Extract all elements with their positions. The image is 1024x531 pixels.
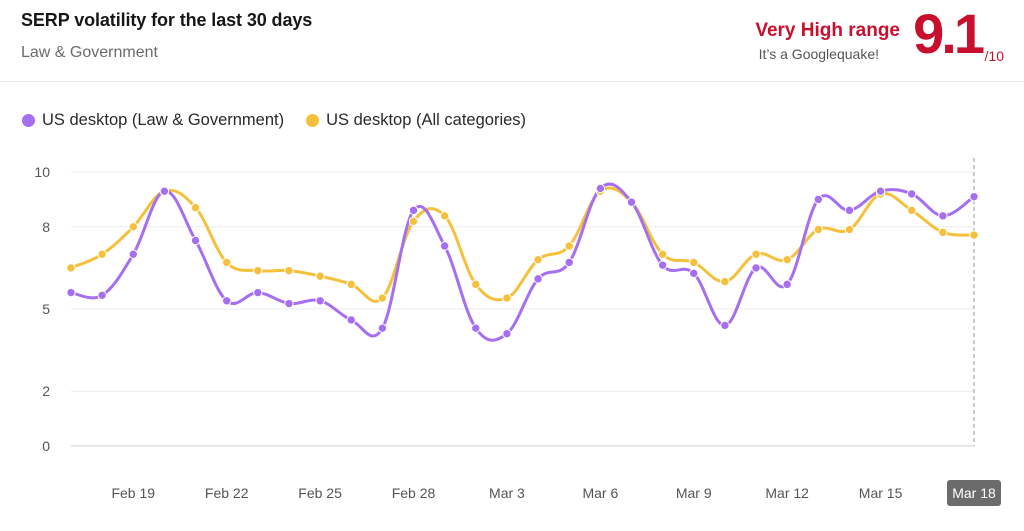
data-point-all-categories[interactable] bbox=[502, 293, 512, 303]
data-point-all-categories[interactable] bbox=[533, 254, 543, 265]
data-point-law-government[interactable] bbox=[564, 257, 574, 268]
data-point-law-government[interactable] bbox=[875, 186, 886, 196]
y-tick-label: 5 bbox=[42, 301, 50, 317]
data-point-law-government[interactable] bbox=[813, 194, 824, 205]
data-point-law-government[interactable] bbox=[315, 296, 325, 306]
data-point-law-government[interactable] bbox=[190, 235, 201, 246]
x-tick-label: Mar 9 bbox=[676, 485, 712, 501]
x-tick-label: Feb 25 bbox=[298, 485, 342, 501]
legend-swatch-law bbox=[22, 114, 35, 127]
volatility-score-max: /10 bbox=[984, 48, 1004, 64]
category-subtitle: Law & Government bbox=[21, 44, 158, 61]
data-point-law-government[interactable] bbox=[502, 328, 512, 339]
data-point-all-categories[interactable] bbox=[190, 202, 201, 213]
legend-item-law[interactable]: US desktop (Law & Government) bbox=[22, 111, 284, 130]
data-point-all-categories[interactable] bbox=[564, 241, 574, 251]
data-point-law-government[interactable] bbox=[408, 205, 419, 216]
data-point-law-government[interactable] bbox=[657, 260, 668, 270]
legend-label-all: US desktop (All categories) bbox=[326, 111, 527, 129]
x-tick-label: Mar 12 bbox=[765, 485, 809, 501]
data-point-all-categories[interactable] bbox=[907, 205, 917, 216]
data-point-law-government[interactable] bbox=[844, 205, 855, 216]
data-point-all-categories[interactable] bbox=[657, 249, 668, 259]
y-tick-label: 8 bbox=[42, 219, 50, 235]
data-point-all-categories[interactable] bbox=[782, 254, 792, 265]
data-point-law-government[interactable] bbox=[938, 211, 948, 221]
x-tick-label: Mar 15 bbox=[859, 485, 903, 501]
data-point-law-government[interactable] bbox=[471, 323, 481, 333]
data-point-all-categories[interactable] bbox=[408, 216, 419, 227]
series-points[interactable] bbox=[66, 183, 979, 339]
legend-label-law: US desktop (Law & Government) bbox=[42, 111, 285, 129]
data-point-all-categories[interactable] bbox=[315, 271, 325, 281]
data-point-all-categories[interactable] bbox=[284, 265, 294, 276]
data-point-all-categories[interactable] bbox=[844, 224, 855, 235]
series-line-law-government bbox=[69, 182, 976, 342]
volatility-score: 9.1 bbox=[913, 2, 985, 65]
data-point-all-categories[interactable] bbox=[439, 211, 450, 221]
data-point-all-categories[interactable] bbox=[221, 257, 232, 268]
x-tick-label: Mar 6 bbox=[582, 485, 618, 501]
y-tick-label: 10 bbox=[34, 164, 50, 180]
data-point-law-government[interactable] bbox=[626, 197, 637, 207]
volatility-range-note: It’s a Googlequake! bbox=[758, 46, 879, 62]
data-point-law-government[interactable] bbox=[782, 279, 792, 290]
x-tick-label: Feb 22 bbox=[205, 485, 249, 501]
chart-header: SERP volatility for the last 30 days Law… bbox=[0, 0, 1024, 82]
y-tick-label: 2 bbox=[42, 383, 50, 399]
data-point-all-categories[interactable] bbox=[751, 249, 761, 259]
data-point-all-categories[interactable] bbox=[720, 276, 730, 287]
data-point-law-government[interactable] bbox=[128, 249, 138, 259]
chart-legend: US desktop (Law & Government) US desktop… bbox=[22, 111, 526, 130]
x-tick-label: Feb 19 bbox=[111, 485, 155, 501]
x-tick-label[interactable]: Mar 18 bbox=[952, 485, 996, 501]
data-point-law-government[interactable] bbox=[159, 186, 170, 196]
data-point-all-categories[interactable] bbox=[689, 257, 699, 268]
data-point-law-government[interactable] bbox=[284, 298, 294, 309]
data-point-law-government[interactable] bbox=[595, 183, 606, 194]
data-point-law-government[interactable] bbox=[221, 296, 232, 306]
data-point-law-government[interactable] bbox=[751, 263, 761, 273]
data-point-law-government[interactable] bbox=[97, 290, 107, 300]
data-point-all-categories[interactable] bbox=[128, 222, 138, 232]
series-lines bbox=[69, 182, 976, 342]
legend-item-all[interactable]: US desktop (All categories) bbox=[306, 111, 526, 130]
data-point-all-categories[interactable] bbox=[813, 224, 824, 235]
data-point-all-categories[interactable] bbox=[969, 230, 979, 240]
data-point-law-government[interactable] bbox=[377, 323, 388, 333]
data-point-law-government[interactable] bbox=[533, 274, 543, 284]
data-point-all-categories[interactable] bbox=[471, 279, 481, 290]
y-axis: 0 2 5 8 10 bbox=[34, 164, 50, 454]
data-point-all-categories[interactable] bbox=[253, 265, 263, 276]
data-point-law-government[interactable] bbox=[969, 191, 979, 202]
data-point-law-government[interactable] bbox=[689, 268, 699, 279]
data-point-all-categories[interactable] bbox=[66, 263, 76, 273]
data-point-all-categories[interactable] bbox=[377, 293, 388, 303]
data-point-all-categories[interactable] bbox=[938, 227, 948, 237]
x-axis: Feb 19 Feb 22 Feb 25 Feb 28 Mar 3 Mar 6 Mar 9 M… bbox=[111, 480, 1001, 506]
chart-title: SERP volatility for the last 30 days bbox=[21, 10, 313, 30]
x-tick-label: Feb 28 bbox=[392, 485, 436, 501]
grid-lines bbox=[71, 171, 974, 447]
selected-date-badge bbox=[947, 480, 1001, 506]
data-point-law-government[interactable] bbox=[66, 287, 76, 298]
y-tick-label: 0 bbox=[42, 438, 50, 454]
data-point-all-categories[interactable] bbox=[346, 279, 356, 290]
legend-swatch-all bbox=[306, 114, 320, 127]
data-point-law-government[interactable] bbox=[439, 241, 450, 251]
data-point-law-government[interactable] bbox=[253, 287, 263, 298]
x-tick-label: Mar 3 bbox=[489, 485, 525, 501]
data-point-law-government[interactable] bbox=[907, 189, 917, 199]
volatility-range-label: Very High range bbox=[755, 20, 900, 41]
data-point-law-government[interactable] bbox=[720, 320, 730, 331]
data-point-all-categories[interactable] bbox=[97, 249, 107, 259]
data-point-law-government[interactable] bbox=[346, 315, 356, 325]
